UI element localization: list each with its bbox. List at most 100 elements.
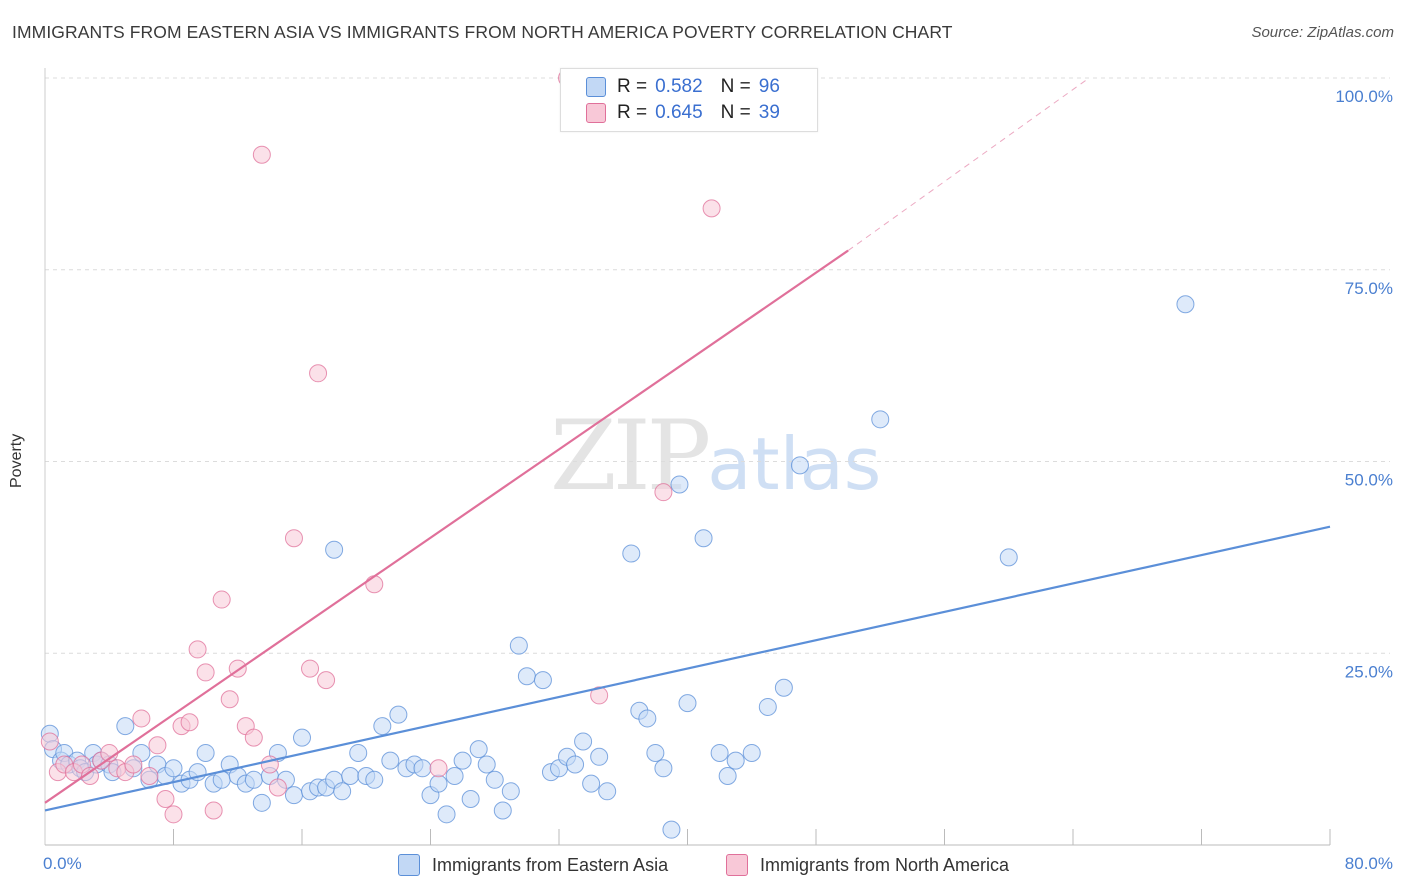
legend-item-eastern-asia: Immigrants from Eastern Asia xyxy=(398,852,668,878)
chart-title: IMMIGRANTS FROM EASTERN ASIA VS IMMIGRAN… xyxy=(12,22,953,42)
point-north-america xyxy=(654,483,673,502)
point-eastern-asia xyxy=(365,770,384,789)
point-eastern-asia xyxy=(646,743,665,762)
stats-legend-row-eastern-asia: R = 0.582 N = 96 xyxy=(586,74,780,100)
point-eastern-asia xyxy=(325,540,344,559)
point-eastern-asia xyxy=(244,770,263,789)
point-eastern-asia xyxy=(662,820,681,839)
trend-line-eastern-asia xyxy=(44,525,1331,812)
point-eastern-asia xyxy=(742,743,761,762)
point-eastern-asia xyxy=(501,782,520,801)
point-eastern-asia xyxy=(694,529,713,548)
point-north-america xyxy=(132,709,151,728)
point-eastern-asia xyxy=(164,759,183,778)
stats-legend-row-north-america: R = 0.645 N = 39 xyxy=(586,100,780,126)
point-north-america xyxy=(429,759,448,778)
point-eastern-asia xyxy=(445,766,464,785)
trend-line-north-america-extension xyxy=(847,77,1090,251)
point-eastern-asia xyxy=(333,782,352,801)
trend-line-north-america xyxy=(44,249,849,804)
r-value: 0.582 xyxy=(655,76,703,97)
point-eastern-asia xyxy=(871,410,890,429)
point-eastern-asia xyxy=(774,678,793,697)
point-eastern-asia xyxy=(517,667,536,686)
n-value: 96 xyxy=(758,76,780,97)
point-eastern-asia xyxy=(252,793,271,812)
point-north-america xyxy=(140,766,159,785)
point-north-america xyxy=(124,755,143,774)
point-north-america xyxy=(148,736,167,755)
point-north-america xyxy=(204,801,223,820)
legend-label-eastern-asia: Immigrants from Eastern Asia xyxy=(432,854,669,875)
y-tick-label: 75.0% xyxy=(1345,279,1393,298)
legend-swatch-north-america xyxy=(726,854,748,876)
point-north-america xyxy=(220,690,239,709)
point-eastern-asia xyxy=(574,732,593,751)
legend-item-north-america: Immigrants from North America xyxy=(726,852,1009,878)
point-eastern-asia xyxy=(999,548,1018,567)
point-north-america xyxy=(365,575,384,594)
point-eastern-asia xyxy=(726,751,745,770)
r-label: R = xyxy=(617,102,648,123)
point-eastern-asia xyxy=(533,671,552,690)
point-eastern-asia xyxy=(196,743,215,762)
point-north-america xyxy=(309,364,328,383)
y-tick-label: 50.0% xyxy=(1345,471,1393,490)
point-eastern-asia xyxy=(1176,295,1195,314)
point-north-america xyxy=(301,659,320,678)
point-eastern-asia xyxy=(437,805,456,824)
legend-swatch-eastern-asia xyxy=(586,77,606,97)
point-eastern-asia xyxy=(566,755,585,774)
watermark-zip: ZIP xyxy=(550,400,711,512)
point-eastern-asia xyxy=(293,728,311,747)
point-eastern-asia xyxy=(678,694,697,713)
n-label: N = xyxy=(720,76,751,97)
point-eastern-asia xyxy=(622,544,641,563)
r-value: 0.645 xyxy=(655,102,703,123)
point-eastern-asia xyxy=(477,755,496,774)
point-north-america xyxy=(212,590,231,609)
point-north-america xyxy=(268,778,287,797)
point-eastern-asia xyxy=(670,475,689,494)
point-north-america xyxy=(180,713,199,732)
point-north-america xyxy=(284,529,303,548)
point-north-america xyxy=(40,732,59,751)
stats-legend: R = 0.582 N = 96 R = 0.645 N = 39 xyxy=(560,68,818,132)
point-eastern-asia xyxy=(590,747,609,766)
point-eastern-asia xyxy=(582,774,601,793)
point-eastern-asia xyxy=(598,782,617,801)
point-eastern-asia xyxy=(349,743,368,762)
y-tick-label: 100.0% xyxy=(1335,87,1393,106)
point-north-america xyxy=(702,199,721,218)
point-eastern-asia xyxy=(389,705,408,724)
point-north-america xyxy=(164,805,183,824)
x-tick-label: 0.0% xyxy=(43,854,82,873)
point-eastern-asia xyxy=(485,770,504,789)
point-north-america xyxy=(80,766,99,785)
point-north-america xyxy=(156,789,175,808)
n-label: N = xyxy=(720,102,751,123)
point-north-america xyxy=(196,663,215,682)
n-value: 39 xyxy=(758,102,780,123)
point-eastern-asia xyxy=(758,697,777,716)
point-eastern-asia xyxy=(710,743,729,762)
point-eastern-asia xyxy=(790,456,809,475)
point-eastern-asia xyxy=(509,636,528,655)
point-eastern-asia xyxy=(469,740,488,759)
point-eastern-asia xyxy=(453,751,472,770)
point-north-america xyxy=(188,640,207,659)
point-eastern-asia xyxy=(429,774,448,793)
point-eastern-asia xyxy=(341,766,360,785)
point-eastern-asia xyxy=(493,801,512,820)
source-credit: Source: ZipAtlas.com xyxy=(1251,24,1394,41)
point-eastern-asia xyxy=(284,786,303,805)
point-north-america xyxy=(590,686,609,705)
point-eastern-asia xyxy=(413,759,432,778)
point-eastern-asia xyxy=(381,751,400,770)
legend-swatch-eastern-asia xyxy=(398,854,420,876)
point-north-america xyxy=(252,145,271,164)
point-eastern-asia xyxy=(638,709,657,728)
legend-label-north-america: Immigrants from North America xyxy=(760,854,1010,875)
point-eastern-asia xyxy=(373,717,392,736)
x-tick-label: 80.0% xyxy=(1345,854,1393,873)
